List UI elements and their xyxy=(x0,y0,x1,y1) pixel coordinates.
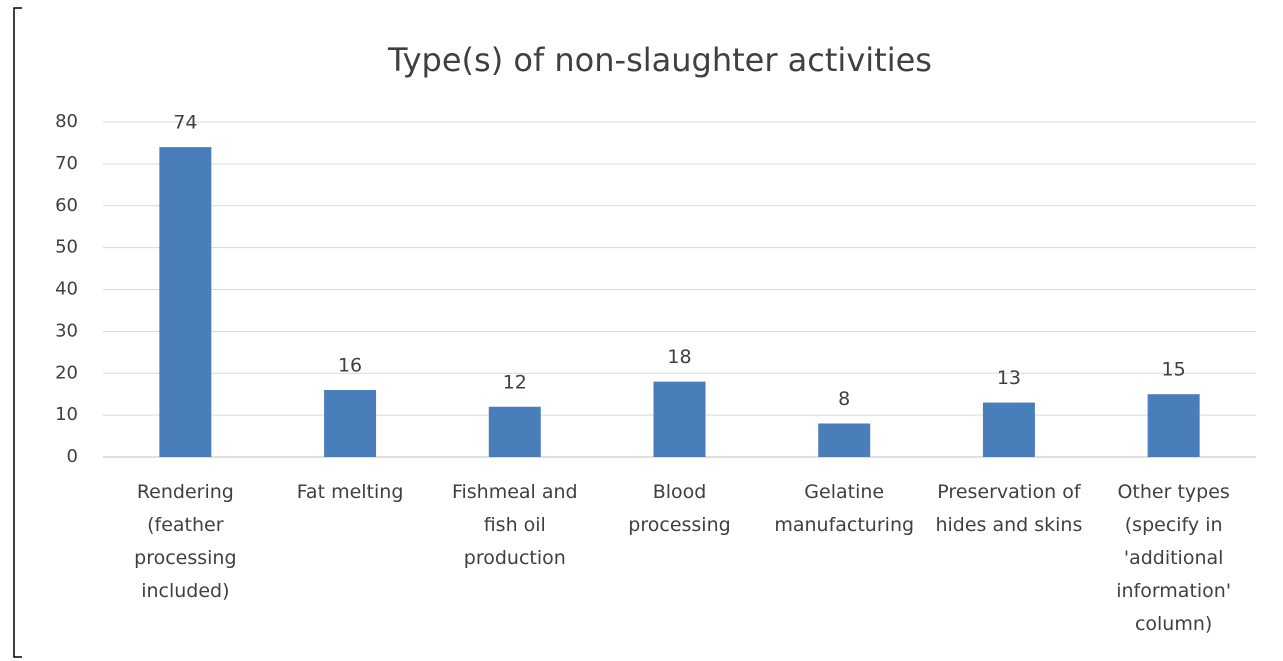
y-tick-label: 0 xyxy=(67,446,78,467)
bar xyxy=(488,406,541,457)
y-tick-label: 40 xyxy=(55,279,78,300)
x-tick-label: Fat melting xyxy=(296,481,404,503)
x-tick-label: Other types (specify in 'additional info… xyxy=(1116,481,1232,635)
y-tick-label: 20 xyxy=(55,362,78,383)
x-tick-label: Rendering (feather processing included) xyxy=(134,481,237,602)
data-label: 13 xyxy=(997,367,1021,389)
bar xyxy=(653,381,706,457)
y-tick-label: 60 xyxy=(55,195,78,216)
y-tick-label: 10 xyxy=(55,404,78,425)
frame-bracket xyxy=(13,7,22,658)
data-label: 74 xyxy=(173,112,197,134)
y-tick-label: 50 xyxy=(55,237,78,258)
y-tick-label: 70 xyxy=(55,153,78,174)
data-label: 8 xyxy=(838,388,850,410)
x-tick-label: Gelatine manufacturing xyxy=(774,481,915,536)
y-tick-label: 80 xyxy=(55,111,78,132)
chart-title: Type(s) of non-slaughter activities xyxy=(387,41,932,79)
x-tick-label: Fishmeal and fish oil production xyxy=(451,481,578,569)
bar xyxy=(324,390,377,457)
y-tick-label: 30 xyxy=(55,320,78,341)
bar xyxy=(159,147,212,457)
x-tick-label: Blood processing xyxy=(628,481,731,536)
data-label: 12 xyxy=(503,371,527,393)
bar xyxy=(1147,394,1200,457)
data-label: 16 xyxy=(338,355,362,377)
bar xyxy=(818,423,871,457)
bar xyxy=(982,402,1035,457)
data-label: 18 xyxy=(667,346,691,368)
x-tick-label: Preservation of hides and skins xyxy=(935,481,1083,536)
data-label: 15 xyxy=(1162,359,1186,381)
